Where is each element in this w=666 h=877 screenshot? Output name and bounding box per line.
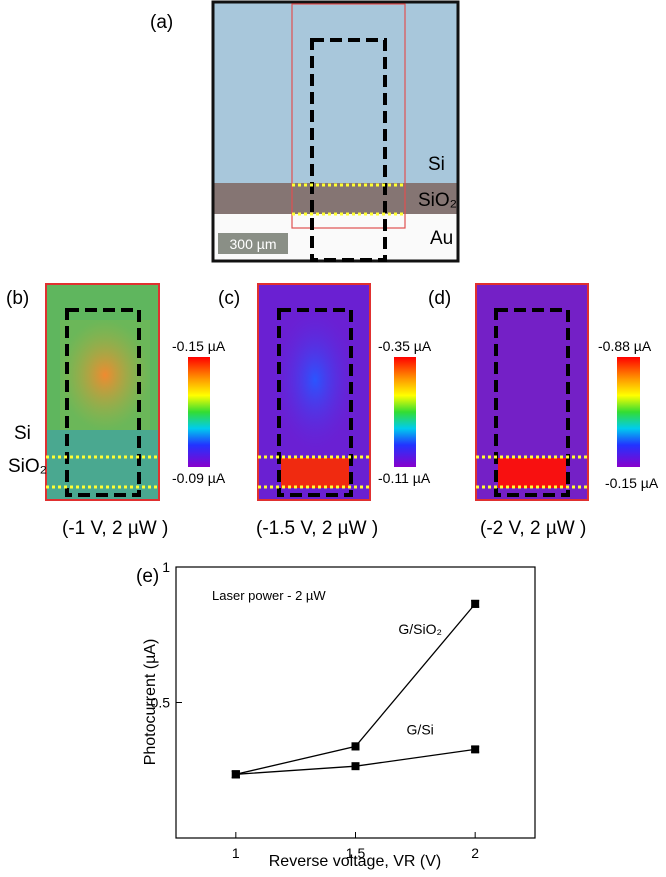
region-label: SiO₂ — [418, 190, 457, 211]
colorbar-max: -0.35 µA — [378, 338, 432, 354]
colorbar-max: -0.15 µA — [172, 338, 226, 354]
y-axis-label: Photocurrent (µA) — [142, 639, 159, 766]
colorbar-min: -0.11 µA — [378, 470, 431, 486]
panel-b: (b) Si SiO₂ -0.15 µA -0.09 µA (-1 V, 2 µ… — [6, 283, 226, 539]
x-tick-label: 1.5 — [346, 845, 366, 861]
condition: (-2 V, 2 µW ) — [480, 518, 586, 539]
panel-label: (a) — [150, 12, 173, 33]
marker — [231, 770, 240, 779]
region-label: Au — [430, 228, 453, 249]
panel-c: (c) -0.35 µA -0.11 µA (-1.5 V, 2 µW ) — [218, 283, 432, 539]
panel-d: (d) -0.88 µA -0.15 µA (-2 V, 2 µW ) — [428, 283, 659, 539]
colorbar-min: -0.15 µA — [605, 475, 659, 491]
region-label: SiO₂ — [8, 456, 47, 477]
chart: (e) Laser power - 2 µW Reverse voltage, … — [136, 559, 536, 870]
scale-bar: 300 µm — [230, 236, 277, 252]
series-label: G/Si — [407, 721, 434, 737]
panel-label: (e) — [136, 566, 159, 587]
x-axis-label: Reverse voltage, VR (V) — [269, 853, 442, 870]
marker — [351, 762, 360, 771]
marker — [471, 599, 480, 608]
panel-label: (b) — [6, 288, 29, 309]
marker — [351, 742, 360, 751]
colorbar-min: -0.09 µA — [172, 470, 226, 486]
y-tick-label: 0.5 — [151, 695, 171, 711]
panel-label: (c) — [218, 288, 240, 309]
plot-frame — [175, 566, 536, 839]
series-line — [235, 748, 476, 775]
x-tick-label: 2 — [471, 845, 479, 861]
colorbar-max: -0.88 µA — [598, 338, 652, 354]
panel-a: 300 µm (a) Si SiO₂ Au — [150, 0, 460, 263]
x-tick-label: 1 — [232, 845, 240, 861]
annotation: Laser power - 2 µW — [212, 588, 326, 603]
y-tick-label: 1 — [162, 559, 170, 575]
condition: (-1 V, 2 µW ) — [62, 518, 168, 539]
condition: (-1.5 V, 2 µW ) — [256, 518, 378, 539]
series-label: G/SiO₂ — [398, 621, 442, 637]
region-label: Si — [14, 423, 31, 444]
marker — [471, 745, 480, 754]
panel-label: (d) — [428, 288, 451, 309]
region-label: Si — [428, 154, 445, 175]
